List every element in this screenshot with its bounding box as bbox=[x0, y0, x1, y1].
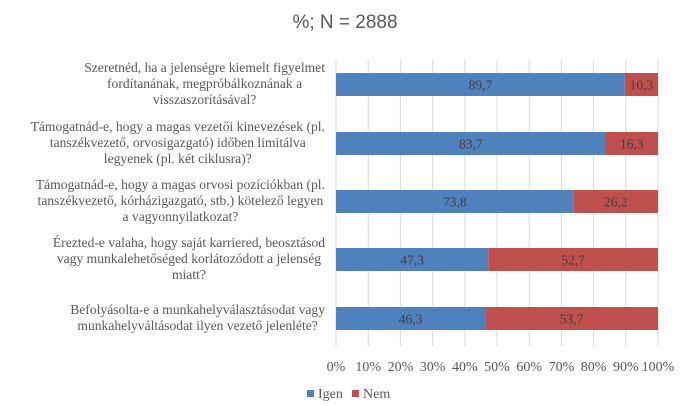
category-label-line: fordítanának, megpróbálkoznának a bbox=[107, 75, 303, 91]
bar-igen bbox=[336, 307, 486, 330]
category-label: Támogatnád-e, hogy a magas orvosi pozíci… bbox=[36, 177, 325, 225]
data-label: 83,7 bbox=[459, 137, 483, 152]
x-tick-label: 20% bbox=[388, 360, 414, 375]
x-tick-label: 90% bbox=[613, 360, 639, 375]
data-label: 53,7 bbox=[560, 312, 584, 327]
data-label: 26,2 bbox=[604, 195, 628, 210]
x-tick-label: 30% bbox=[420, 360, 446, 375]
category-label-line: vagy munkalehetőséged korlátozódott a je… bbox=[56, 250, 322, 266]
legend-label-igen: Igen bbox=[318, 387, 343, 402]
data-label: 47,3 bbox=[400, 253, 424, 268]
x-tick-label: 80% bbox=[581, 360, 607, 375]
legend-swatch-nem bbox=[352, 390, 359, 397]
category-label: Támogatnád-e, hogy a magas vezetői kinev… bbox=[31, 119, 325, 167]
category-label: Befolyásolta-e a munkahelyválasztásodat … bbox=[70, 302, 325, 334]
category-label-line: tanszékvezető, orvosigazgató) időben lim… bbox=[49, 134, 306, 150]
bar-igen bbox=[336, 190, 574, 213]
data-label: 46,3 bbox=[399, 312, 423, 327]
bar-igen bbox=[336, 248, 489, 271]
chart-title: %; N = 2888 bbox=[292, 12, 398, 33]
data-label: 10,3 bbox=[630, 78, 654, 93]
bar-nem bbox=[488, 248, 658, 271]
x-tick-label: 100% bbox=[642, 360, 675, 375]
x-tick-label: 10% bbox=[355, 360, 381, 375]
category-label-line: tanszékvezető, kórházigazgató, stb.) köt… bbox=[37, 192, 324, 208]
bar-nem bbox=[624, 73, 658, 96]
x-tick-label: 50% bbox=[484, 360, 510, 375]
bar-nem bbox=[605, 132, 658, 155]
legend-label-nem: Nem bbox=[363, 387, 390, 402]
legend-swatch-igen bbox=[307, 390, 314, 397]
bar-nem bbox=[573, 190, 658, 213]
category-label-line: munkahelyváltásodat ilyen vezető jelenlé… bbox=[77, 317, 318, 333]
data-label: 89,7 bbox=[469, 78, 493, 93]
category-label-line: Támogatnád-e, hogy a magas orvosi pozíci… bbox=[35, 176, 325, 192]
x-tick-label: 0% bbox=[327, 360, 346, 375]
category-label-line: Szeretnéd, ha a jelenségre kiemelt figye… bbox=[84, 59, 325, 75]
bar-igen bbox=[336, 73, 625, 96]
data-label: 16,3 bbox=[620, 137, 644, 152]
category-label: Szeretnéd, ha a jelenségre kiemelt figye… bbox=[84, 60, 325, 108]
category-label-line: visszaszorításával? bbox=[152, 91, 257, 107]
bar-nem bbox=[485, 307, 658, 330]
bar-igen bbox=[336, 132, 606, 155]
x-tick-label: 70% bbox=[549, 360, 575, 375]
category-label-line: legyenek (pl. két ciklusra)? bbox=[103, 150, 252, 166]
category-label-line: a vagyonnyilatkozat? bbox=[122, 208, 239, 224]
category-label-line: Érezted-e valaha, hogy saját karriered, … bbox=[52, 234, 325, 250]
data-label: 73,8 bbox=[443, 195, 467, 210]
x-tick-label: 60% bbox=[516, 360, 542, 375]
category-label-line: Befolyásolta-e a munkahelyválasztásodat … bbox=[70, 301, 325, 317]
category-label: Érezted-e valaha, hogy saját karriered, … bbox=[53, 235, 325, 283]
x-tick-label: 40% bbox=[452, 360, 478, 375]
data-label: 52,7 bbox=[561, 253, 585, 268]
category-label-line: miatt? bbox=[171, 266, 206, 282]
category-label-line: Támogatnád-e, hogy a magas vezetői kinev… bbox=[30, 118, 325, 134]
